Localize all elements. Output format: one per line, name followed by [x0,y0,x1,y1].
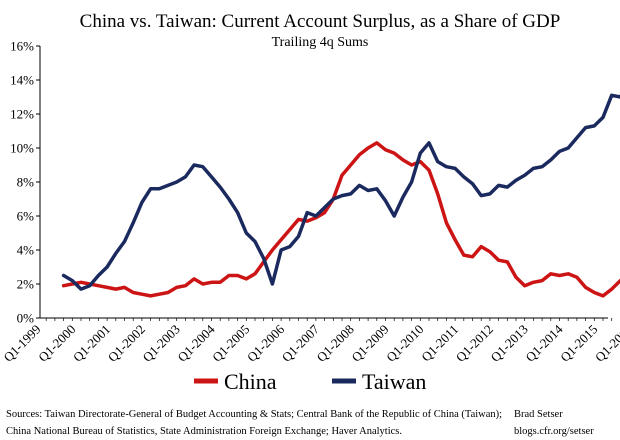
y-tick-label: 14% [10,73,34,88]
x-tick-label: Q1-2014 [522,321,566,365]
x-tick-label: Q1-2012 [453,322,496,365]
x-tick-label: Q1-2000 [35,322,78,365]
sources-line-1: Sources: Taiwan Directorate-General of B… [6,409,503,420]
series-line-taiwan [61,93,620,291]
y-tick-label: 12% [10,107,34,122]
sources-line-2: China National Bureau of Statistics, Sta… [6,426,403,437]
x-tick-label: Q1-2016 [592,321,620,365]
x-tick-label: Q1-2007 [279,321,323,365]
x-tick-label: Q1-1999 [0,322,43,365]
attribution: Brad Setser blogs.cfr.org/setser [514,406,618,440]
x-tick-label: Q1-2003 [140,322,183,365]
chart-title: China vs. Taiwan: Current Account Surplu… [80,11,561,32]
x-tick-label: Q1-2013 [488,322,531,365]
x-tick-label: Q1-2005 [209,322,252,365]
y-axis: 0% 2% 4% 6% 8% 10% 12% 14% 16% [10,39,41,326]
sources-note: Sources: Taiwan Directorate-General of B… [6,406,526,440]
x-tick-label: Q1-2015 [557,322,600,365]
x-axis: Q1-1999Q1-2000Q1-2001Q1-2002Q1-2003Q1-20… [0,317,620,365]
x-tick-label: Q1-2006 [244,321,288,365]
y-tick-label: 10% [10,141,34,156]
series-line-china [61,141,620,298]
author-website: blogs.cfr.org/setser [514,426,594,437]
y-tick-label: 2% [17,277,35,292]
y-tick-label: 6% [17,209,35,224]
x-tick-label: Q1-2004 [174,321,218,365]
x-tick-label: Q1-2010 [383,322,426,365]
y-tick-label: 8% [17,175,35,190]
series-layer [61,93,620,298]
x-tick-label: Q1-2009 [348,322,391,365]
x-tick-label: Q1-2011 [418,322,461,365]
x-tick-label: Q1-2001 [70,322,113,365]
x-tick-label: Q1-2002 [105,322,148,365]
author-name: Brad Setser [514,409,563,420]
legend-label-taiwan: Taiwan [362,369,426,394]
chart-subtitle: Trailing 4q Sums [272,35,369,50]
x-tick-label: Q1-2008 [314,322,357,365]
legend-label-china: China [224,369,277,394]
y-tick-label: 0% [17,311,35,326]
legend: China Taiwan [194,369,426,394]
y-tick-label: 16% [10,39,34,54]
y-tick-label: 4% [17,243,35,258]
